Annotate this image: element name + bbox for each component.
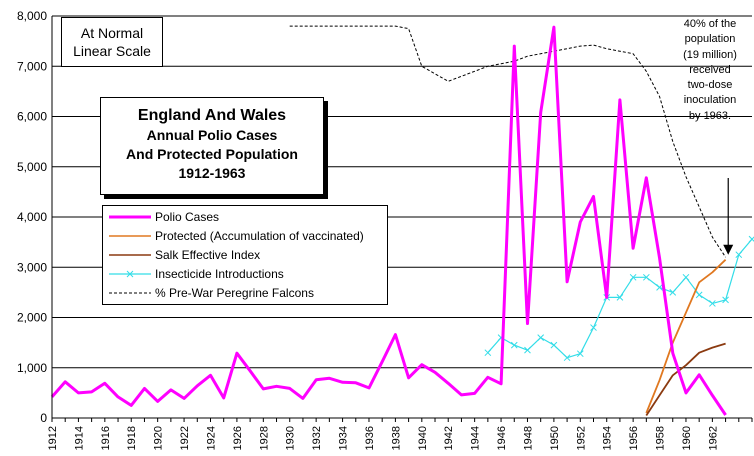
scale-note-line-1: At Normal	[80, 25, 144, 41]
x-tick-label: 1946	[496, 426, 508, 450]
data-point	[642, 273, 650, 281]
x-tick-label: 1960	[681, 426, 693, 450]
x-tick-label: 1918	[126, 426, 138, 450]
x-tick-label: 1956	[628, 426, 640, 450]
data-point	[629, 273, 637, 281]
y-tick-label: 3,000	[17, 260, 47, 274]
x-tick-label: 1952	[575, 426, 587, 450]
x-tick-label: 1920	[153, 426, 165, 450]
legend-item-polio-cases: Polio Cases	[103, 208, 387, 228]
x-tick-label: 1948	[522, 426, 534, 450]
y-tick-label: 6,000	[17, 110, 47, 124]
legend-item-insecticide: Insecticide Introductions	[103, 265, 387, 285]
annotation-arrow	[723, 178, 734, 255]
x-tick-label: 1928	[258, 426, 270, 450]
note-line: (19 million)	[683, 48, 737, 61]
legend-label: Polio Cases	[155, 210, 220, 224]
note-line: by 1963.	[688, 109, 732, 122]
x-tick-label: 1958	[655, 426, 667, 450]
data-point	[709, 300, 716, 307]
chart-subtitle-line-2: And Protected Population	[126, 146, 298, 162]
x-tick-label: 1938	[390, 426, 402, 450]
data-point	[590, 324, 597, 331]
data-point	[656, 283, 663, 291]
inoculation-note: 40% of the population (19 million) recei…	[668, 17, 752, 124]
y-tick-label: 4,000	[17, 210, 47, 224]
legend-swatch-protected	[109, 235, 151, 237]
data-point	[735, 251, 743, 259]
x-tick-label: 1912	[47, 426, 59, 450]
chart-subtitle-line-3: 1912-1963	[178, 165, 246, 181]
data-point	[576, 350, 584, 358]
scale-note-line-2: Linear Scale	[73, 43, 151, 59]
x-tick-label: 1940	[417, 426, 429, 450]
legend-item-falcons: % Pre-War Peregrine Falcons	[103, 284, 387, 304]
legend-label: Salk Effective Index	[155, 248, 261, 262]
note-line: inoculation	[683, 94, 737, 107]
x-tick-label: 1942	[443, 426, 455, 450]
chart-title-box: England And Wales Annual Polio Cases And…	[100, 97, 324, 195]
legend: Polio Cases Protected (Accumulation of v…	[102, 205, 388, 305]
chart-title: England And Wales	[137, 107, 287, 124]
legend-swatch-insecticide	[109, 270, 151, 278]
data-point	[722, 296, 729, 304]
legend-swatch-falcons	[109, 292, 151, 294]
note-line: two-dose	[687, 79, 733, 92]
data-point	[695, 291, 703, 299]
data-point	[550, 341, 558, 349]
x-tick-label: 1924	[205, 426, 217, 450]
x-tick-label: 1932	[311, 426, 323, 450]
y-tick-label: 1,000	[17, 361, 47, 375]
note-line: received	[689, 63, 731, 76]
y-tick-label: 8,000	[17, 9, 47, 23]
data-point	[537, 334, 545, 341]
chart-subtitle-line-1: Annual Polio Cases	[146, 127, 278, 143]
legend-swatch-salk	[109, 254, 151, 256]
legend-item-salk: Salk Effective Index	[103, 246, 387, 266]
y-tick-label: 2,000	[17, 311, 47, 325]
y-tick-label: 7,000	[17, 59, 47, 73]
legend-label: % Pre-War Peregrine Falcons	[155, 286, 314, 300]
x-tick-label: 1916	[100, 426, 112, 450]
x-tick-label: 1950	[549, 426, 561, 450]
x-tick-label: 1926	[232, 426, 244, 450]
series-layer	[50, 25, 754, 416]
y-tick-label: 5,000	[17, 160, 47, 174]
data-point	[484, 349, 492, 357]
y-tick-labels: 0 1,000 2,000 3,000 4,000 5,000 6,000 7,000 8,00…	[17, 9, 47, 425]
x-tick-label: 1962	[707, 426, 719, 450]
scale-note-box: At Normal Linear Scale	[61, 17, 163, 67]
note-line: 40% of the	[683, 18, 737, 30]
x-tick-label: 1944	[470, 426, 482, 450]
data-point	[669, 289, 677, 296]
data-point	[524, 346, 531, 354]
data-point	[563, 354, 571, 362]
data-point	[682, 273, 690, 281]
x-tick-label: 1954	[602, 426, 614, 450]
data-point	[748, 235, 754, 243]
legend-label: Insecticide Introductions	[155, 267, 284, 281]
series-line	[645, 342, 726, 416]
x-tick-label: 1936	[364, 426, 376, 450]
legend-swatch-polio	[109, 215, 151, 219]
x-tick-label: 1930	[285, 426, 297, 450]
axes	[51, 16, 753, 422]
arrow-head	[723, 244, 734, 255]
series-line	[289, 25, 727, 258]
legend-label: Protected (Accumulation of vaccinated)	[155, 229, 364, 243]
x-tick-label: 1934	[338, 426, 350, 450]
series-line	[645, 259, 727, 414]
data-point	[616, 294, 624, 301]
x-tick-label: 1914	[73, 426, 85, 450]
series-line	[50, 25, 727, 416]
data-point	[510, 341, 518, 349]
legend-item-protected: Protected (Accumulation of vaccinated)	[103, 227, 387, 247]
y-tick-label: 0	[40, 411, 47, 425]
x-tick-label: 1922	[179, 426, 191, 450]
x-tick-labels: 1912 1914 1916 1918 1920 1922 1924 1926 1928 1930…	[47, 426, 719, 450]
note-line: population	[684, 33, 736, 46]
